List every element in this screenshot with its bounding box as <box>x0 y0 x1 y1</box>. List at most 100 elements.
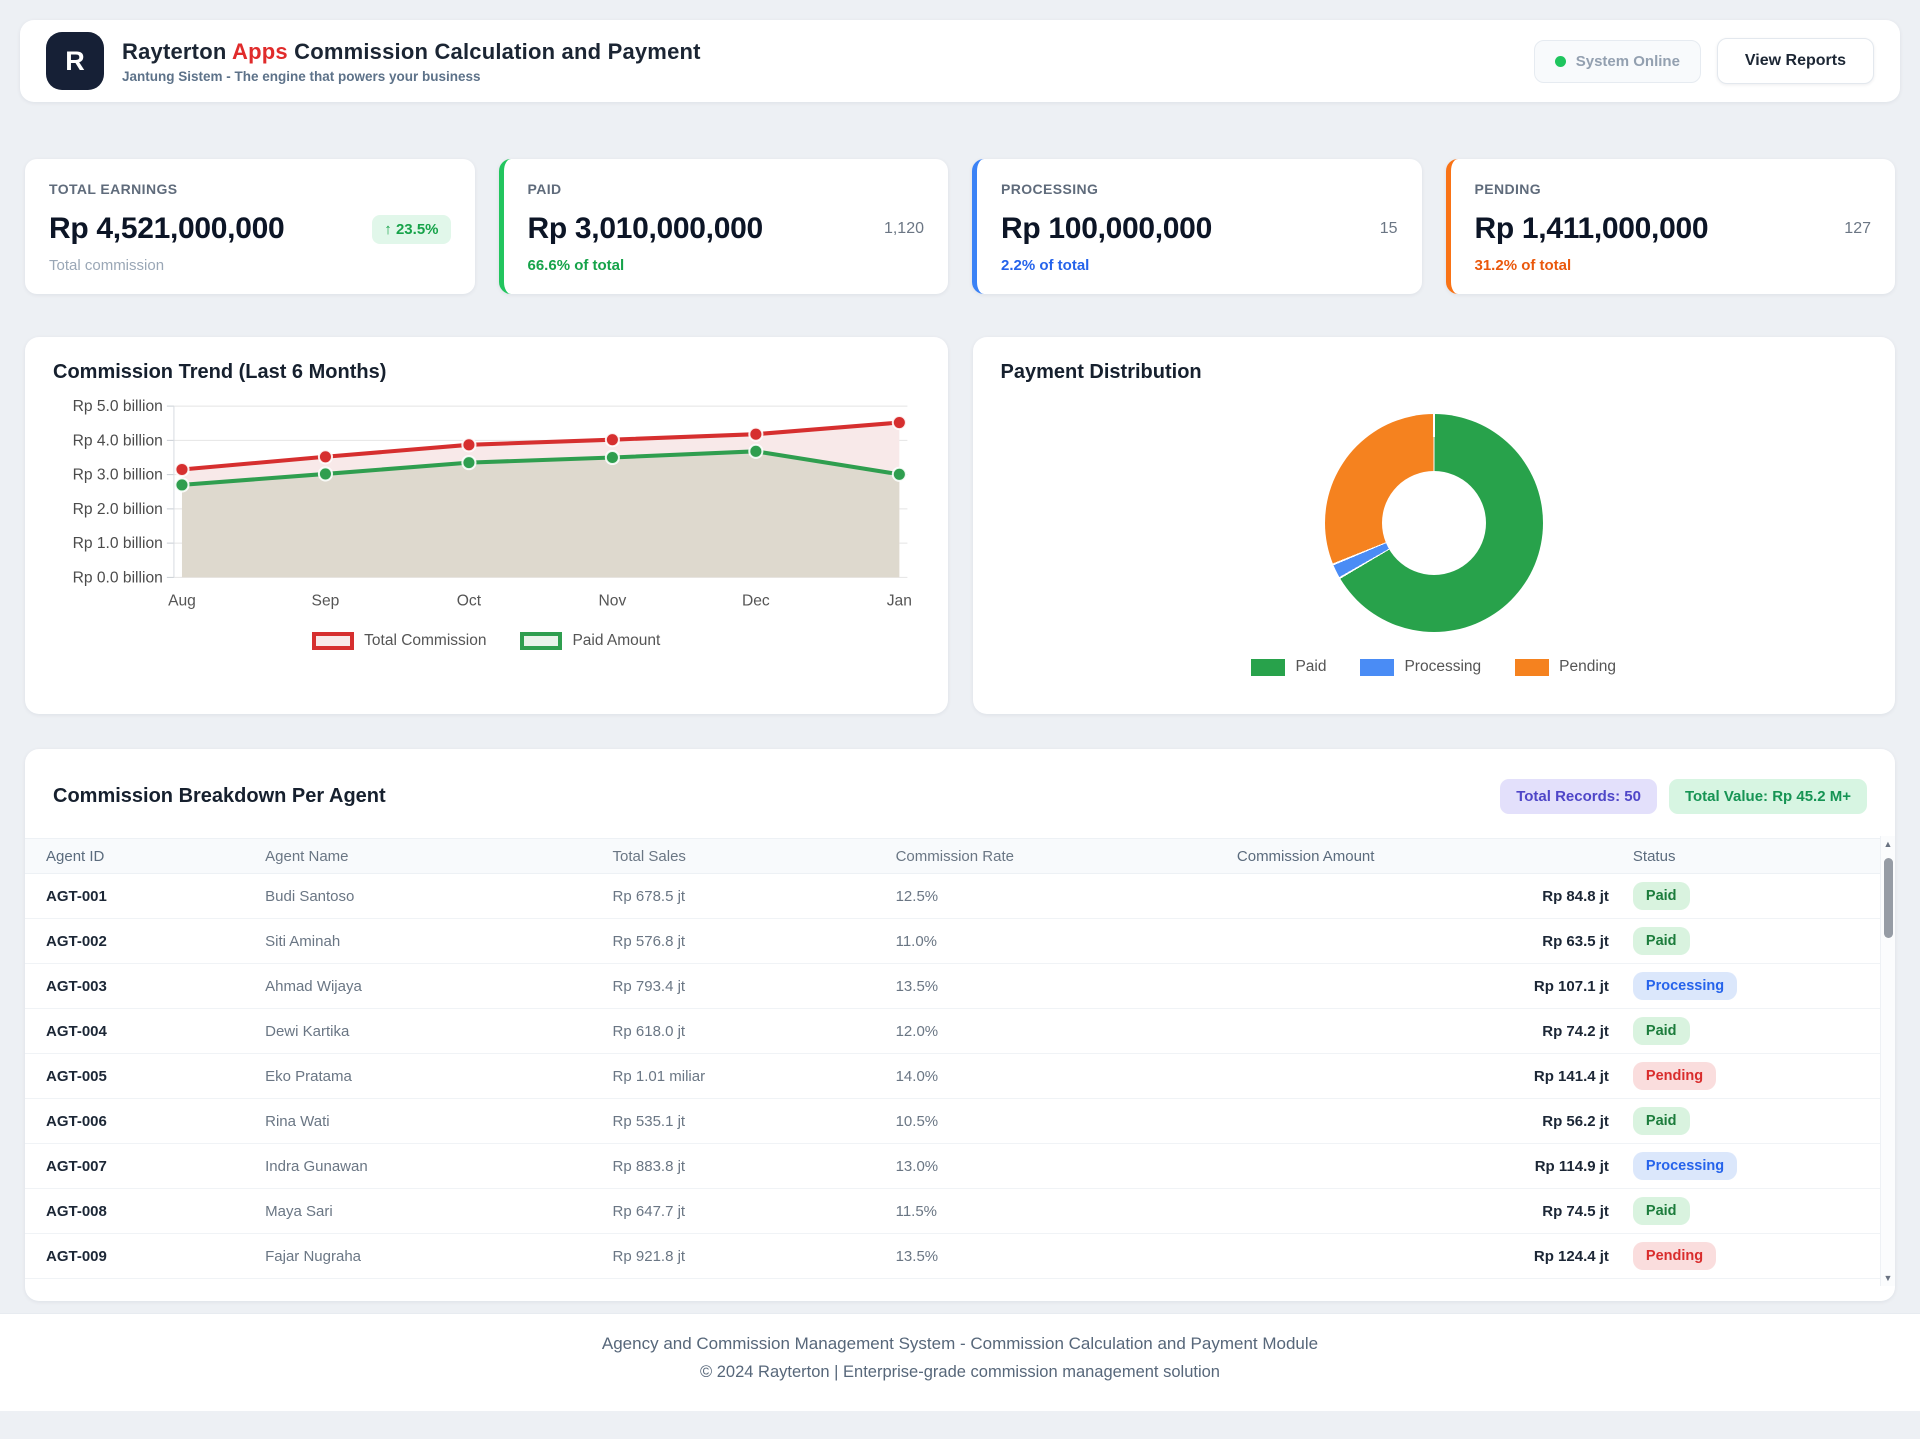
agent-id-cell: AGT-008 <box>25 1188 266 1234</box>
y-tick-label: Rp 3.0 billion <box>73 467 163 484</box>
scrollbar-down-arrow-icon[interactable]: ▼ <box>1883 1273 1893 1283</box>
y-tick-label: Rp 4.0 billion <box>73 432 163 449</box>
commission-rate-cell: 14.0% <box>895 1053 1237 1099</box>
x-tick-label: Jan <box>887 593 912 610</box>
agent-name-cell: Fajar Nugraha <box>265 1233 613 1279</box>
total-records-badge: Total Records: 50 <box>1500 779 1657 814</box>
agent-id-cell: AGT-006 <box>25 1098 266 1144</box>
donut-hole <box>1381 471 1486 575</box>
column-header: Agent Name <box>265 838 613 874</box>
stat-subtext: 2.2% of total <box>1001 257 1090 274</box>
y-tick-label: Rp 1.0 billion <box>73 535 163 552</box>
system-status-label: System Online <box>1575 52 1680 70</box>
x-tick-label: Nov <box>599 593 627 610</box>
stat-value: Rp 3,010,000,000 <box>527 212 764 245</box>
agent-table-card: Commission Breakdown Per Agent Total Rec… <box>25 749 1895 1301</box>
commission-amount-cell: Rp 141.4 jt <box>1236 1053 1613 1099</box>
status-cell: Processing <box>1612 963 1895 1009</box>
stat-card-paid: PAID Rp 3,010,000,000 1,120 66.6% of tot… <box>498 159 948 294</box>
agent-name-cell: Rina Wati <box>265 1098 613 1144</box>
stat-subtext: 66.6% of total <box>527 257 625 274</box>
status-badge: Processing <box>1632 972 1738 1000</box>
scrollbar-thumb[interactable] <box>1884 858 1893 938</box>
system-status-chip[interactable]: System Online <box>1533 39 1701 83</box>
legend-item: Paid Amount <box>520 631 660 650</box>
x-tick-label: Dec <box>742 593 770 610</box>
stat-count: 127 <box>1844 220 1871 237</box>
commission-amount-cell: Rp 56.2 jt <box>1236 1098 1613 1144</box>
table-header-row: Agent ID Agent Name Total Sales Commission … <box>25 838 1895 874</box>
data-point <box>891 414 907 431</box>
data-point <box>748 443 764 459</box>
data-point <box>461 437 477 453</box>
column-header: Total Sales <box>612 838 896 874</box>
agent-id-cell: AGT-009 <box>25 1233 266 1279</box>
y-tick-label: Rp 5.0 billion <box>73 398 163 415</box>
scrollbar-up-arrow-icon[interactable]: ▲ <box>1883 839 1893 849</box>
stat-label: TOTAL EARNINGS <box>49 181 178 197</box>
data-point <box>748 426 764 442</box>
agent-id-cell: AGT-003 <box>25 963 266 1009</box>
total-sales-cell: Rp 793.4 jt <box>612 963 896 1009</box>
view-reports-button[interactable]: View Reports <box>1716 38 1874 84</box>
donut-legend: Paid Processing Pending <box>1001 658 1868 676</box>
page-subtitle: Jantung Sistem - The engine that powers … <box>122 68 481 84</box>
trend-up-badge: ↑ 23.5% <box>372 214 451 244</box>
agent-name-cell: Dewi Kartika <box>265 1008 613 1054</box>
table-row: AGT-004 Dewi Kartika Rp 618.0 jt 12.0% Rp 74… <box>25 1008 1895 1054</box>
status-cell: Paid <box>1612 1098 1895 1144</box>
data-point <box>174 461 190 478</box>
app-header: R Rayterton Apps Commission Calculation … <box>20 20 1900 102</box>
agent-id-cell: AGT-005 <box>25 1053 266 1099</box>
stat-value: Rp 4,521,000,000 <box>49 212 285 245</box>
status-cell: Processing <box>1612 1143 1895 1189</box>
agent-name-cell: Budi Santoso <box>265 873 613 919</box>
table-row: AGT-005 Eko Pratama Rp 1.01 miliar 14.0% Rp … <box>25 1053 1895 1099</box>
agent-name-cell: Eko Pratama <box>265 1053 613 1099</box>
status-cell: Paid <box>1612 873 1895 919</box>
x-tick-label: Aug <box>168 593 196 610</box>
status-badge: Paid <box>1632 1017 1690 1045</box>
series-line <box>179 420 902 472</box>
commission-rate-cell: 10.5% <box>895 1098 1237 1144</box>
column-header: Commission Amount <box>1236 838 1613 874</box>
commission-rate-cell: 13.5% <box>895 963 1237 1009</box>
commission-amount-cell: Rp 107.1 jt <box>1236 963 1613 1009</box>
stat-card-total-earnings: TOTAL EARNINGS Rp 4,521,000,000 ↑ 23.5% … <box>25 159 475 294</box>
total-sales-cell: Rp 1.01 miliar <box>612 1053 896 1099</box>
payment-distribution-card: Payment Distribution Paid Processing Pendi… <box>972 337 1895 714</box>
legend-swatch-icon <box>1515 658 1550 676</box>
stat-count: 15 <box>1379 220 1398 237</box>
commission-rate-cell: 11.0% <box>895 918 1237 964</box>
total-value-badge: Total Value: Rp 45.2 M+ <box>1668 779 1867 814</box>
agent-name-cell: Ahmad Wijaya <box>265 963 613 1009</box>
agent-name-cell: Siti Aminah <box>265 918 613 964</box>
app-logo: R <box>46 32 104 90</box>
commission-amount-cell: Rp 63.5 jt <box>1236 918 1613 964</box>
status-cell: Pending <box>1612 1233 1895 1279</box>
title-accent: Apps <box>232 38 288 64</box>
data-point <box>317 449 334 465</box>
table-row: AGT-006 Rina Wati Rp 535.1 jt 10.5% Rp 56.2 … <box>25 1098 1895 1144</box>
status-cell: Paid <box>1612 1008 1895 1054</box>
status-cell: Pending <box>1612 1053 1895 1099</box>
stat-card-processing: PROCESSING Rp 100,000,000 15 2.2% of tot… <box>972 159 1422 294</box>
column-header: Status <box>1612 838 1895 874</box>
stats-row: TOTAL EARNINGS Rp 4,521,000,000 ↑ 23.5% … <box>25 159 1895 294</box>
stat-label: PROCESSING <box>1001 181 1099 197</box>
commission-amount-cell: Rp 74.2 jt <box>1236 1008 1613 1054</box>
column-header: Commission Rate <box>895 838 1237 874</box>
status-badge: Paid <box>1632 927 1690 955</box>
stat-card-pending: PENDING Rp 1,411,000,000 127 31.2% of to… <box>1445 159 1895 294</box>
charts-row: Commission Trend (Last 6 Months) Rp 0.0 … <box>25 337 1895 714</box>
legend-swatch-icon <box>1360 658 1395 676</box>
table-scrollbar[interactable]: ▲ ▼ <box>1880 836 1895 1286</box>
footer-line2: © 2024 Rayterton | Enterprise-grade comm… <box>700 1363 1220 1381</box>
stat-value: Rp 100,000,000 <box>1001 212 1212 245</box>
legend-label: Total Commission <box>364 631 487 649</box>
data-point <box>604 449 620 466</box>
total-sales-cell: Rp 883.8 jt <box>612 1143 896 1189</box>
x-tick-label: Oct <box>457 593 482 610</box>
series-line <box>179 449 902 487</box>
page-title: Rayterton Apps Commission Calculation an… <box>122 39 701 65</box>
